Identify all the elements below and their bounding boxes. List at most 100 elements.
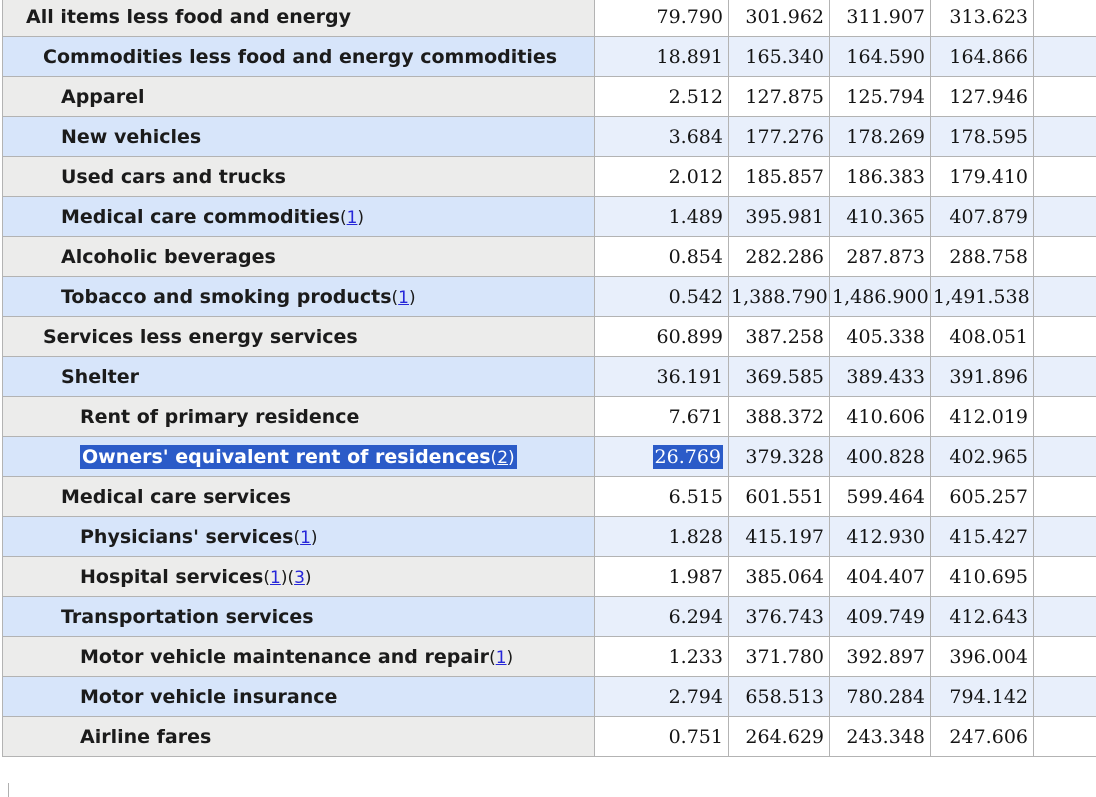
value-cell: 408.051 xyxy=(930,316,1034,357)
value-cell: 410.606 xyxy=(829,396,931,437)
item-label: Hospital services(1)(3) xyxy=(80,566,312,588)
item-label: Used cars and trucks xyxy=(61,166,286,188)
value-cell: 387.258 xyxy=(728,316,830,357)
value-text: 0.751 xyxy=(668,725,723,748)
value-text: 1.828 xyxy=(668,525,723,548)
value-text: 409.749 xyxy=(846,605,925,628)
value-text: 125.794 xyxy=(846,85,925,108)
empty-cell xyxy=(1033,116,1096,157)
value-text: 402.965 xyxy=(949,445,1028,468)
table-row: Transportation services 6.294 376.743 409.7… xyxy=(2,596,1096,637)
item-label: Apparel xyxy=(61,86,145,108)
value-cell: 1.828 xyxy=(594,516,729,557)
value-cell: 392.897 xyxy=(829,636,931,677)
item-label-cell: Physicians' services(1) xyxy=(2,516,595,557)
empty-cell xyxy=(1033,516,1096,557)
value-cell: 177.276 xyxy=(728,116,830,157)
value-text: 6.294 xyxy=(668,605,723,628)
value-cell: 165.340 xyxy=(728,36,830,77)
footnote-link[interactable]: 1 xyxy=(300,527,311,548)
item-label-text: Medical care commodities xyxy=(61,205,340,228)
item-label: Tobacco and smoking products(1) xyxy=(61,286,416,308)
item-label-cell: Owners' equivalent rent of residences(2) xyxy=(2,436,595,477)
footnote-link[interactable]: 1 xyxy=(495,647,507,668)
value-text: 164.866 xyxy=(949,45,1028,68)
value-cell: 282.286 xyxy=(728,236,830,277)
value-cell: 6.294 xyxy=(594,596,729,637)
value-cell: 2.012 xyxy=(594,156,729,197)
value-text: 127.946 xyxy=(949,85,1028,108)
value-cell: 379.328 xyxy=(728,436,830,477)
footnote-marker: (1) xyxy=(339,207,365,228)
value-cell: 1.233 xyxy=(594,636,729,677)
selected-item-label: Owners' equivalent rent of residences(2) xyxy=(80,444,517,469)
table-row: Physicians' services(1) 1.828 415.197 412.9… xyxy=(2,516,1096,557)
value-text: 392.897 xyxy=(846,645,925,668)
value-cell: 1,486.900 xyxy=(829,276,931,317)
value-text: 407.879 xyxy=(949,205,1028,228)
value-text: 287.873 xyxy=(846,245,925,268)
item-label: Motor vehicle maintenance and repair(1) xyxy=(80,646,513,668)
value-cell: 396.004 xyxy=(930,636,1034,677)
value-text: 186.383 xyxy=(846,165,925,188)
footnote-link[interactable]: 1 xyxy=(398,287,409,308)
value-cell: 376.743 xyxy=(728,596,830,637)
value-cell: 0.542 xyxy=(594,276,729,317)
table-row: Services less energy services 60.899 387.2… xyxy=(2,316,1096,357)
value-cell: 371.780 xyxy=(728,636,830,677)
value-cell: 127.946 xyxy=(930,76,1034,117)
footnote-link[interactable]: 3 xyxy=(294,567,305,588)
value-cell: 1.489 xyxy=(594,196,729,237)
value-text: 387.258 xyxy=(745,325,824,348)
value-text: 36.191 xyxy=(656,365,723,388)
cpi-table-body: All items less food and energy 79.790 301.… xyxy=(2,0,1096,757)
value-cell: 185.857 xyxy=(728,156,830,197)
value-text: 400.828 xyxy=(846,445,925,468)
value-cell: 287.873 xyxy=(829,236,931,277)
item-label-cell: Rent of primary residence xyxy=(2,396,595,437)
empty-cell xyxy=(1033,356,1096,397)
item-label-cell: Airline fares xyxy=(2,716,595,757)
footnote-link[interactable]: 2 xyxy=(497,447,509,468)
value-cell: 407.879 xyxy=(930,196,1034,237)
item-label-text: Medical care services xyxy=(61,485,291,508)
value-text: 288.758 xyxy=(949,245,1028,268)
table-row: Tobacco and smoking products(1) 0.542 1,38… xyxy=(2,276,1096,317)
item-label-cell: Transportation services xyxy=(2,596,595,637)
value-text: 0.542 xyxy=(668,285,723,308)
value-text: 794.142 xyxy=(949,685,1028,708)
value-text: 599.464 xyxy=(846,485,925,508)
value-cell: 18.891 xyxy=(594,36,729,77)
item-label-text: Owners' equivalent rent of residences xyxy=(82,445,491,468)
value-text: 605.257 xyxy=(949,485,1028,508)
item-label-cell: Tobacco and smoking products(1) xyxy=(2,276,595,317)
value-text: 60.899 xyxy=(656,325,723,348)
value-text: 301.962 xyxy=(745,5,824,28)
item-label: Medical care services xyxy=(61,486,291,508)
footnote-link[interactable]: 1 xyxy=(269,567,281,588)
footnote-marker: (1) xyxy=(391,287,416,308)
empty-cell xyxy=(1033,276,1096,317)
empty-cell xyxy=(1033,196,1096,237)
value-cell: 313.623 xyxy=(930,0,1034,37)
value-cell: 264.629 xyxy=(728,716,830,757)
value-text: 185.857 xyxy=(745,165,824,188)
table-row: Medical care services 6.515 601.551 599.464… xyxy=(2,476,1096,517)
value-text: 601.551 xyxy=(745,485,824,508)
footnote-link[interactable]: 1 xyxy=(346,207,358,228)
item-label-cell: Alcoholic beverages xyxy=(2,236,595,277)
value-cell: 415.197 xyxy=(728,516,830,557)
value-cell: 301.962 xyxy=(728,0,830,37)
value-text: 410.695 xyxy=(949,565,1028,588)
value-text: 780.284 xyxy=(846,685,925,708)
value-cell: 178.595 xyxy=(930,116,1034,157)
value-text: 410.606 xyxy=(846,405,925,428)
value-cell: 0.854 xyxy=(594,236,729,277)
value-cell: 389.433 xyxy=(829,356,931,397)
value-text: 164.590 xyxy=(846,45,925,68)
value-text: 376.743 xyxy=(745,605,824,628)
value-cell: 780.284 xyxy=(829,676,931,717)
empty-cell xyxy=(1033,236,1096,277)
value-text: 0.854 xyxy=(668,245,723,268)
value-cell: 388.372 xyxy=(728,396,830,437)
